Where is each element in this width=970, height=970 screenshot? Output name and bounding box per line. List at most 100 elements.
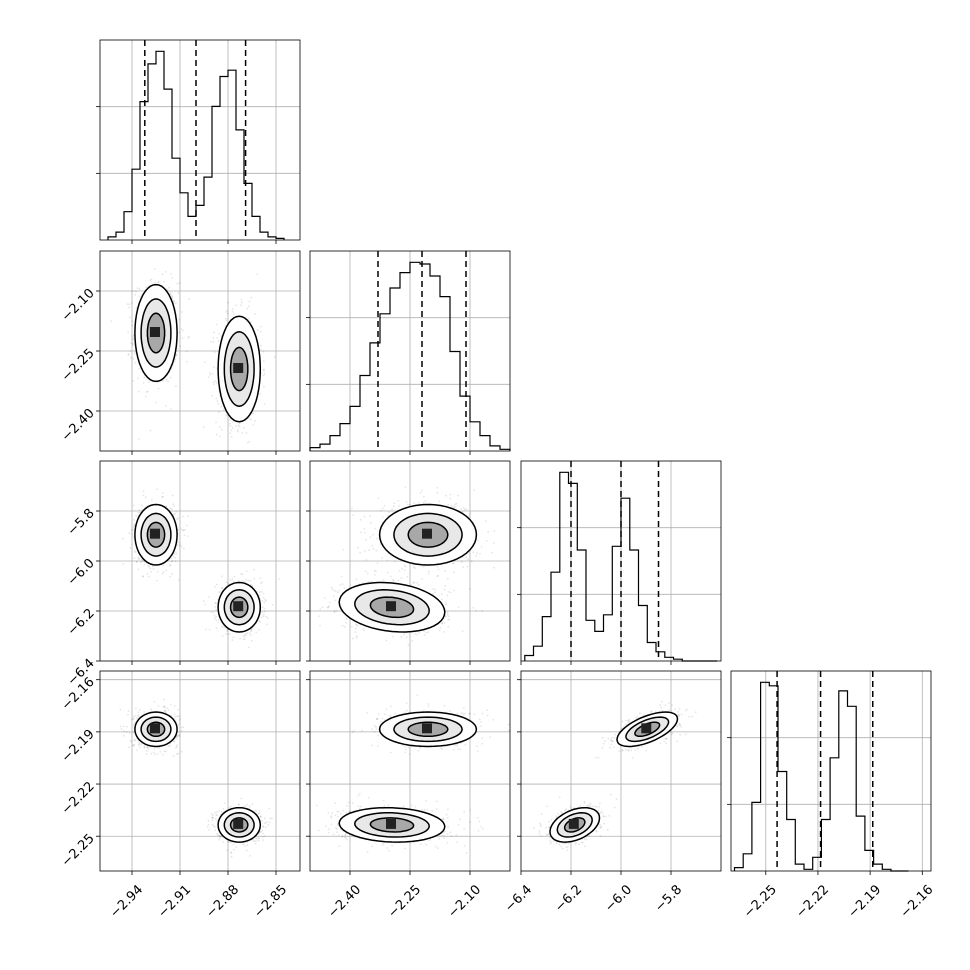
scatter-point xyxy=(229,579,232,581)
scatter-point xyxy=(404,565,407,568)
density-peak xyxy=(150,327,160,337)
scatter-point xyxy=(138,558,141,560)
scatter-point xyxy=(352,514,354,516)
density-peak xyxy=(233,363,244,373)
scatter-point xyxy=(460,508,463,510)
scatter-point xyxy=(352,637,354,640)
scatter-point xyxy=(132,526,135,528)
scatter-point xyxy=(215,619,218,622)
scatter-point xyxy=(414,632,417,635)
scatter-point xyxy=(132,715,135,718)
scatter-point xyxy=(421,578,424,580)
scatter-point xyxy=(138,708,141,711)
scatter-point xyxy=(250,418,252,421)
scatter-point xyxy=(137,511,140,514)
scatter-point xyxy=(215,397,218,400)
scatter-point xyxy=(145,749,148,752)
scatter-point xyxy=(481,610,484,613)
scatter-point xyxy=(397,579,400,582)
scatter-point xyxy=(156,752,159,755)
scatter-point xyxy=(338,589,341,592)
scatter-point xyxy=(224,633,227,635)
scatter-point xyxy=(438,500,441,503)
scatter-point xyxy=(132,379,134,382)
scatter-point xyxy=(144,496,147,499)
scatter-point xyxy=(493,530,496,532)
scatter-point xyxy=(262,350,265,353)
scatter-point xyxy=(150,278,153,281)
scatter-point xyxy=(157,387,160,390)
scatter-point xyxy=(343,625,346,628)
scatter-point xyxy=(179,345,182,348)
scatter-point xyxy=(216,337,219,339)
scatter-point xyxy=(128,316,131,318)
scatter-point xyxy=(462,566,464,569)
scatter-point xyxy=(375,549,378,552)
scatter-point xyxy=(248,632,251,634)
scatter-point xyxy=(416,582,418,584)
scatter-point xyxy=(448,618,451,621)
scatter-point xyxy=(263,368,265,371)
scatter-point xyxy=(323,597,326,599)
scatter-point xyxy=(449,591,452,594)
scatter-point xyxy=(172,755,175,757)
scatter-point xyxy=(131,343,134,346)
scatter-point xyxy=(343,587,346,589)
scatter-point xyxy=(170,508,173,510)
scatter-point xyxy=(231,578,234,580)
scatter-point xyxy=(126,725,128,728)
scatter-panel xyxy=(96,250,301,455)
scatter-point xyxy=(173,505,176,507)
scatter-point xyxy=(367,580,370,583)
scatter-point xyxy=(133,557,136,559)
scatter-point xyxy=(398,505,401,507)
scatter-point xyxy=(229,432,232,435)
scatter-point xyxy=(457,494,459,497)
scatter-point xyxy=(447,591,450,593)
scatter-point xyxy=(169,744,172,747)
scatter-point xyxy=(356,635,358,638)
scatter-point xyxy=(187,336,190,339)
scatter-point xyxy=(424,500,427,502)
scatter-point xyxy=(131,290,134,292)
scatter-point xyxy=(446,594,449,597)
scatter-point xyxy=(244,638,246,640)
scatter-point xyxy=(131,302,133,304)
scatter-point xyxy=(212,381,215,384)
scatter-point xyxy=(180,328,183,330)
scatter-point xyxy=(110,320,113,322)
scatter-point xyxy=(215,627,218,630)
scatter-point xyxy=(166,707,168,710)
scatter-point xyxy=(250,630,253,633)
scatter-point xyxy=(207,596,210,598)
scatter-point xyxy=(183,534,186,536)
scatter-point xyxy=(263,607,266,610)
scatter-point xyxy=(452,562,455,565)
scatter-point xyxy=(178,719,181,722)
scatter-point xyxy=(122,730,125,733)
scatter-point xyxy=(137,711,140,714)
scatter-point xyxy=(170,560,173,563)
scatter-point xyxy=(214,606,217,608)
scatter-point xyxy=(185,360,188,363)
scatter-point xyxy=(131,320,134,323)
scatter-point xyxy=(359,551,361,554)
scatter-point xyxy=(127,353,130,355)
scatter-point xyxy=(472,606,475,609)
scatter-point xyxy=(142,575,144,577)
scatter-point xyxy=(318,615,320,617)
scatter-point xyxy=(215,609,218,611)
scatter-point xyxy=(218,333,220,335)
scatter-point xyxy=(363,515,366,518)
scatter-point xyxy=(154,753,156,756)
scatter-point xyxy=(132,731,135,734)
scatter-point xyxy=(134,715,137,717)
scatter-point xyxy=(403,564,406,567)
scatter-point xyxy=(427,631,430,633)
scatter-point xyxy=(222,408,225,411)
scatter-point xyxy=(182,529,185,532)
scatter-point xyxy=(445,494,447,497)
scatter-point xyxy=(418,502,420,504)
scatter-point xyxy=(224,317,227,320)
scatter-point xyxy=(175,353,178,356)
